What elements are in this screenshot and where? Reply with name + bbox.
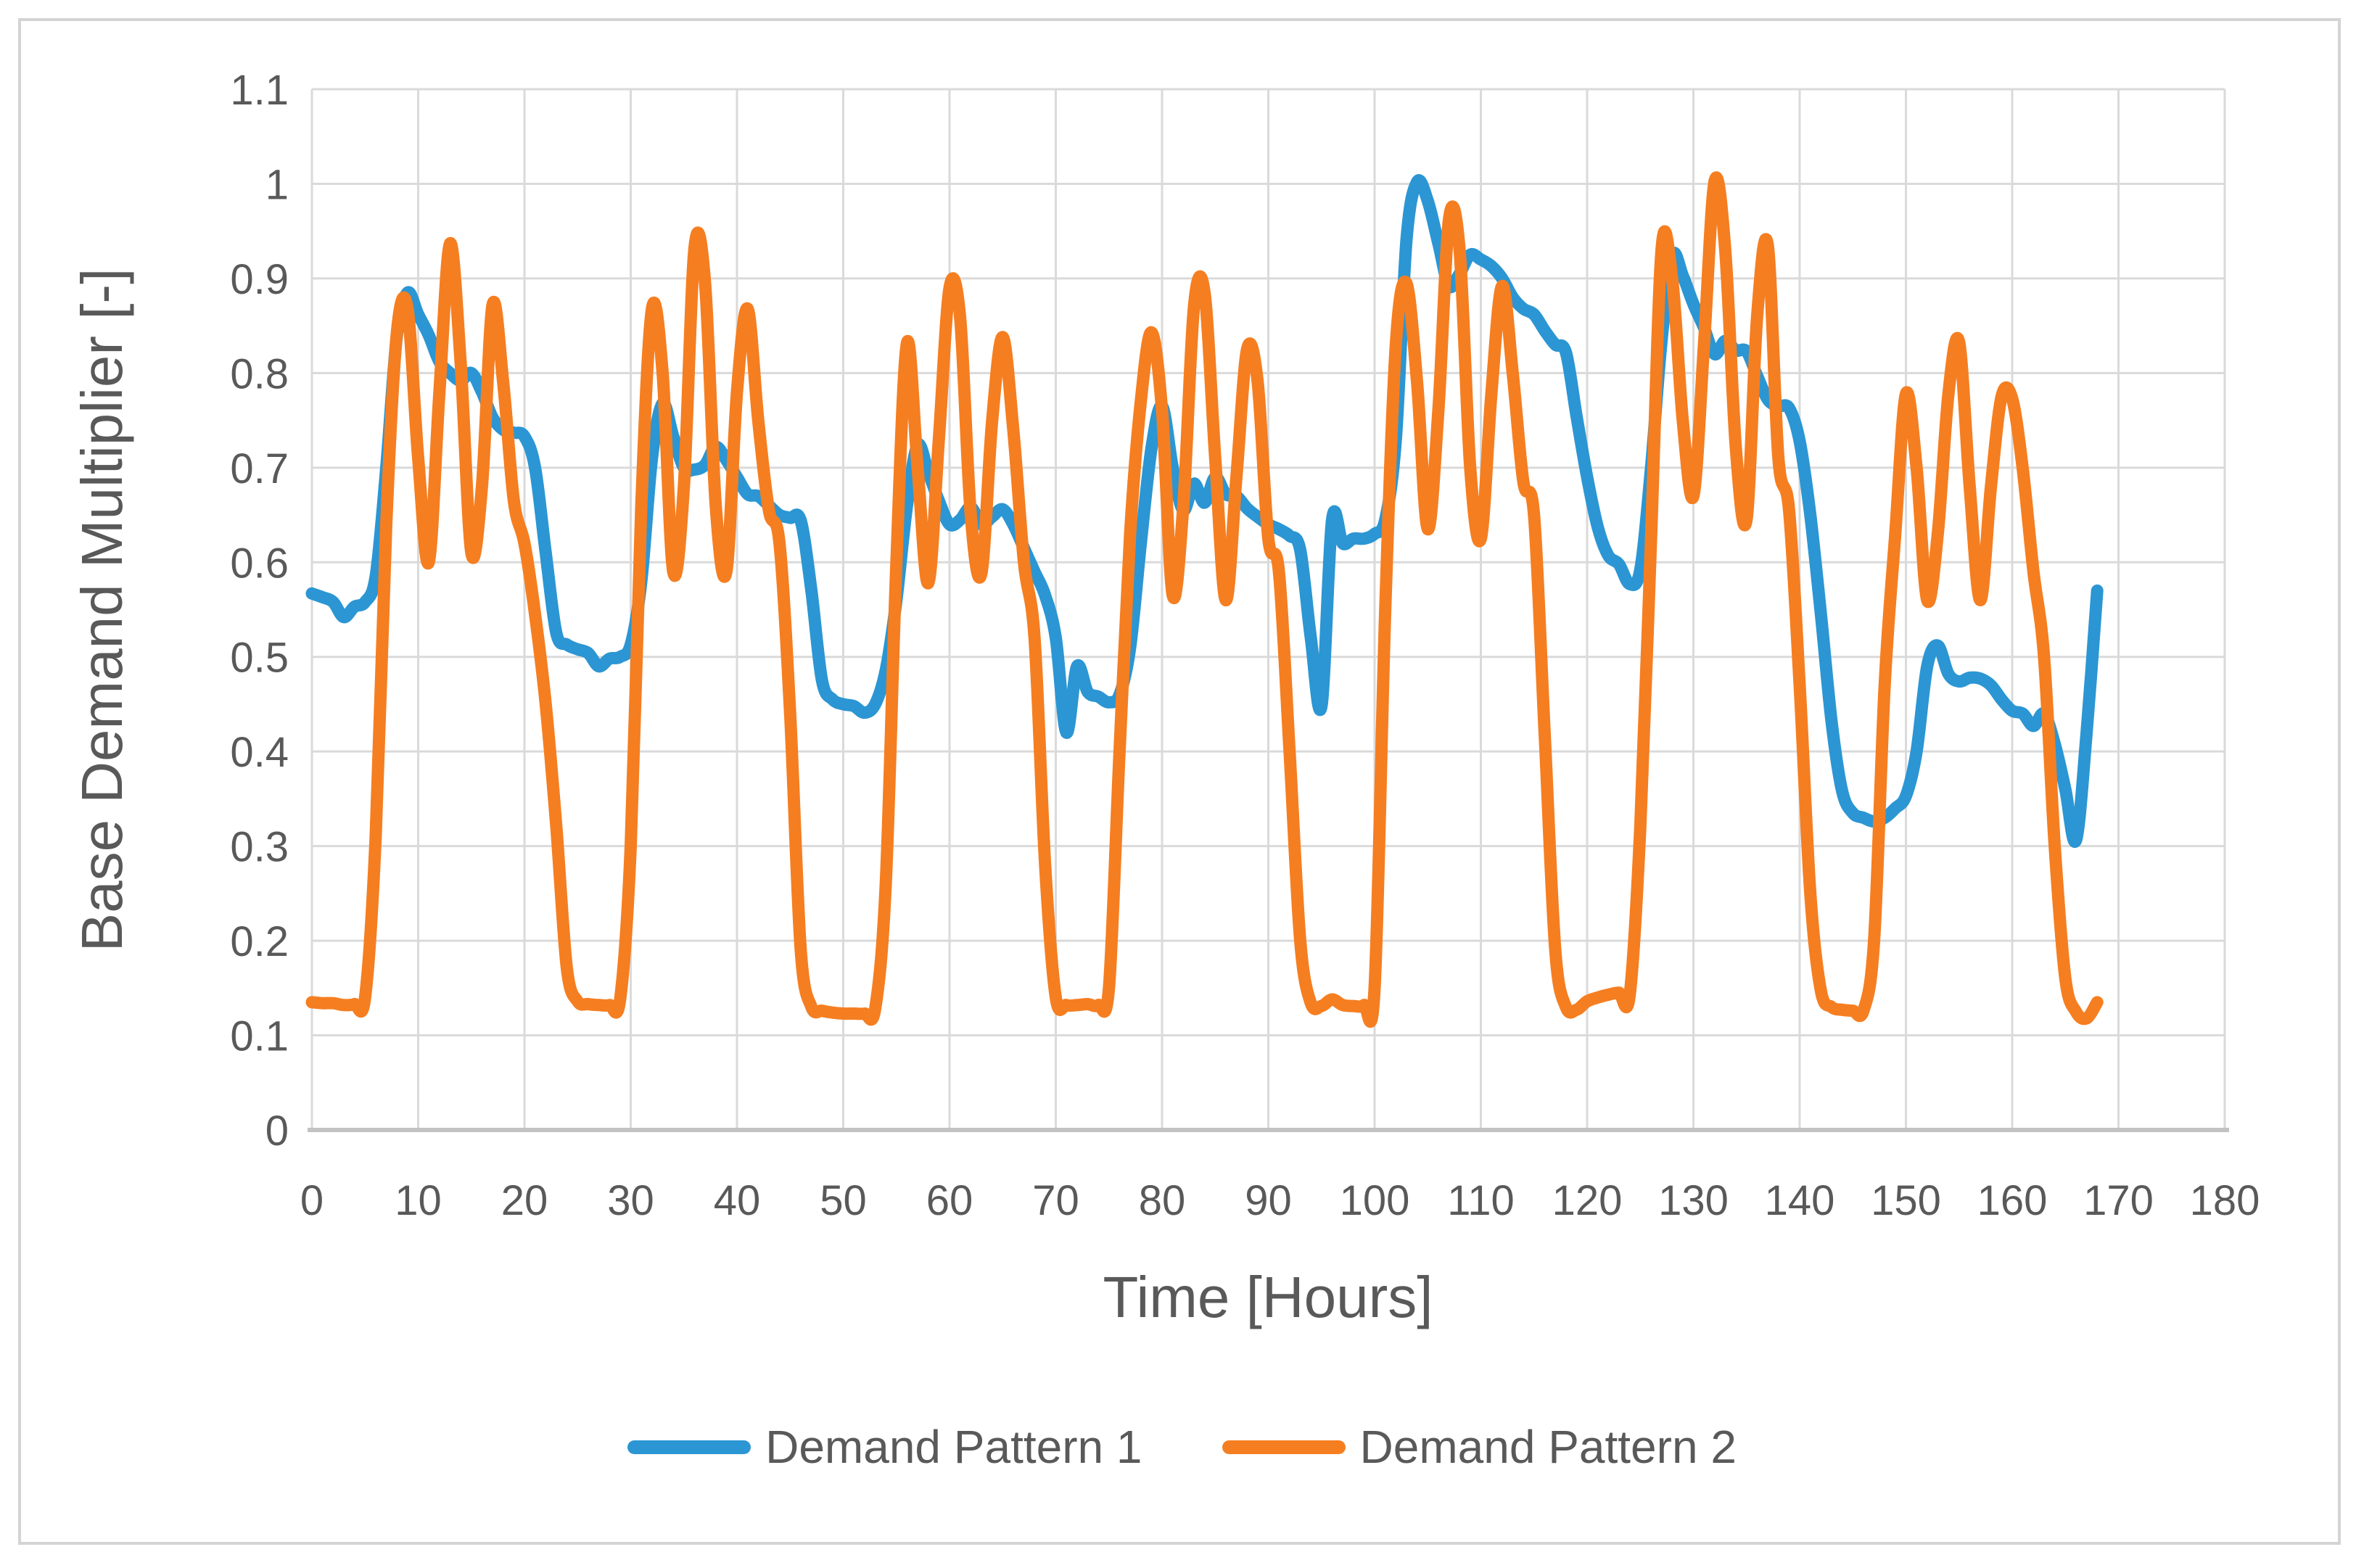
y-axis-title: Base Demand Multiplier [-]	[70, 268, 134, 952]
legend-item-demand-pattern-1: Demand Pattern 1	[627, 1420, 1142, 1474]
x-axis-title: Time [Hours]	[1103, 1265, 1433, 1329]
y-tick-label: 1	[265, 161, 289, 208]
y-tick-label: 0	[265, 1107, 289, 1155]
x-tick-label: 130	[1658, 1177, 1729, 1224]
x-tick-label: 10	[395, 1177, 442, 1224]
legend-item-demand-pattern-2: Demand Pattern 2	[1222, 1420, 1737, 1474]
x-tick-label: 120	[1552, 1177, 1623, 1224]
x-tick-label: 170	[2083, 1177, 2154, 1224]
y-tick-label: 0.6	[230, 540, 289, 587]
legend-line-swatch	[1222, 1440, 1346, 1454]
y-tick-label: 0.3	[230, 824, 289, 871]
y-axis-tick-labels: 0 0.1 0.2 0.3 0.4 0.5 0.6 0.7 0.8 0.9 1 1.1	[230, 67, 289, 1155]
chart-border	[18, 18, 2341, 1545]
y-tick-label: 0.9	[230, 256, 289, 303]
series-lines	[305, 171, 2104, 1028]
y-tick-label: 0.5	[230, 635, 289, 682]
y-tick-label: 0.1	[230, 1013, 289, 1060]
y-tick-label: 0.2	[230, 918, 289, 965]
x-tick-label: 60	[926, 1177, 973, 1224]
y-tick-label: 0.7	[230, 445, 289, 492]
legend: Demand Pattern 1 Demand Pattern 2	[0, 1420, 2364, 1474]
y-tick-label: 0.4	[230, 729, 289, 776]
x-tick-label: 0	[300, 1177, 324, 1224]
x-tick-label: 90	[1245, 1177, 1292, 1224]
legend-label: Demand Pattern 2	[1359, 1421, 1737, 1473]
gridlines	[310, 88, 2226, 1130]
x-tick-label: 140	[1765, 1177, 1835, 1224]
y-tick-label: 1.1	[230, 67, 289, 114]
x-tick-label: 100	[1340, 1177, 1410, 1224]
series-line-demand-pattern-2	[305, 171, 2104, 1028]
x-tick-label: 40	[714, 1177, 761, 1224]
x-tick-label: 180	[2190, 1177, 2260, 1224]
x-tick-label: 80	[1139, 1177, 1186, 1224]
legend-line-swatch	[627, 1440, 751, 1454]
x-axis-tick-labels: 0 10 20 30 40 50 60 70 80 90 100 110 120 130 140 150 160…	[300, 1177, 2260, 1224]
x-tick-label: 30	[607, 1177, 654, 1224]
legend-label: Demand Pattern 1	[765, 1421, 1142, 1473]
x-tick-label: 160	[1977, 1177, 2048, 1224]
x-tick-label: 150	[1871, 1177, 1941, 1224]
x-tick-label: 50	[820, 1177, 867, 1224]
x-tick-label: 70	[1032, 1177, 1079, 1224]
y-tick-label: 0.8	[230, 350, 289, 397]
x-tick-label: 110	[1447, 1177, 1514, 1224]
x-tick-label: 20	[501, 1177, 548, 1224]
